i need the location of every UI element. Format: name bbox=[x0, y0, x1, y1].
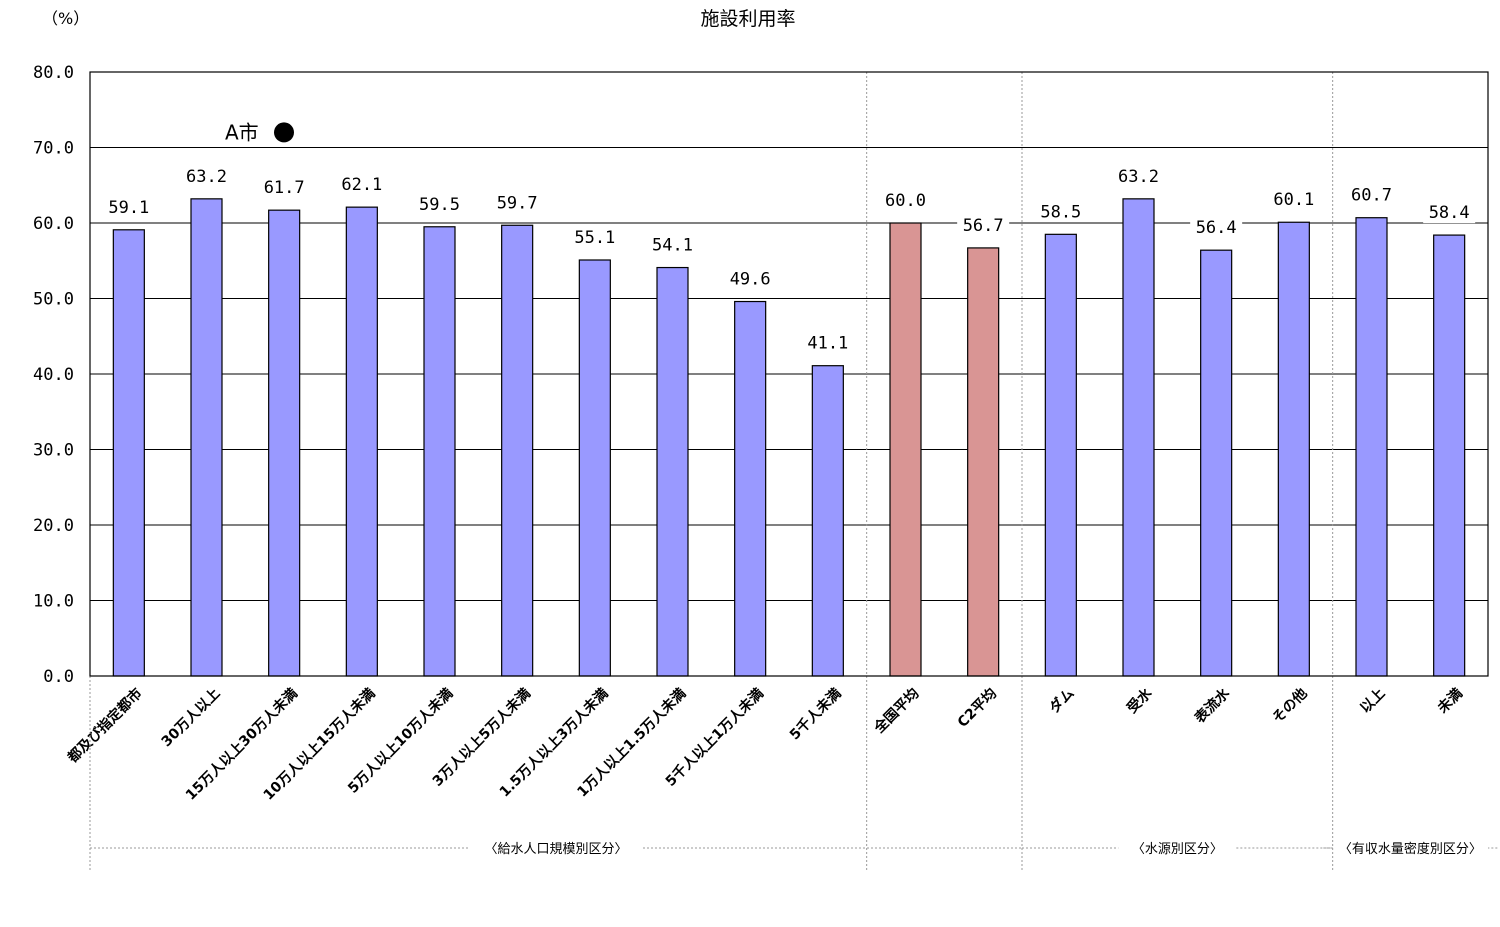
data-label-bg bbox=[724, 267, 777, 290]
data-label: 56.4 bbox=[1196, 218, 1237, 238]
data-label-bg bbox=[879, 189, 932, 211]
group-label: 〈給水人口規模別区分〉 bbox=[484, 842, 627, 857]
data-label-bg bbox=[258, 176, 311, 199]
bar bbox=[734, 300, 767, 677]
bar bbox=[1433, 234, 1466, 677]
bar bbox=[1200, 249, 1233, 677]
marker-dot bbox=[274, 122, 294, 143]
bar bbox=[967, 247, 1000, 677]
data-label: 58.4 bbox=[1429, 203, 1470, 223]
bar bbox=[1122, 198, 1155, 677]
bar bbox=[268, 209, 301, 677]
y-tick-label: 50.0 bbox=[33, 290, 74, 310]
marker-label: A市 bbox=[225, 120, 259, 144]
category-label: 5千人未満 bbox=[786, 685, 845, 744]
data-label: 41.1 bbox=[807, 334, 848, 354]
category-label: 全国平均 bbox=[870, 685, 922, 737]
bar bbox=[811, 365, 844, 677]
bar bbox=[889, 222, 922, 677]
bar bbox=[190, 198, 223, 677]
y-tick-label: 80.0 bbox=[33, 63, 74, 83]
bar bbox=[578, 259, 611, 677]
data-label-bg bbox=[646, 233, 699, 256]
y-tick-label: 40.0 bbox=[33, 365, 74, 385]
category-label: 30万人以上 bbox=[158, 685, 223, 750]
data-label-bg bbox=[413, 192, 466, 215]
a-city-marker: A市 bbox=[225, 120, 294, 144]
data-label: 49.6 bbox=[730, 270, 771, 290]
data-label: 59.5 bbox=[419, 195, 460, 215]
bar bbox=[423, 226, 456, 677]
plot-area bbox=[89, 71, 1489, 677]
y-tick-label: 10.0 bbox=[33, 592, 74, 612]
y-axis-ticks: 0.0 10.0 20.0 30.0 40.0 50.0 60.0 70.0 80.0 bbox=[33, 63, 74, 687]
data-label-bg bbox=[335, 173, 388, 196]
bar bbox=[1044, 233, 1077, 677]
y-tick-label: 0.0 bbox=[43, 667, 74, 687]
category-label: ダム bbox=[1046, 685, 1078, 717]
data-label: 60.0 bbox=[885, 191, 926, 211]
category-label: 以上 bbox=[1357, 686, 1388, 717]
data-label-bg bbox=[102, 195, 155, 218]
data-label: 59.1 bbox=[108, 198, 149, 218]
data-label-bg bbox=[1345, 183, 1398, 206]
category-label: 未満 bbox=[1434, 685, 1466, 717]
bar bbox=[656, 266, 689, 677]
bar bbox=[112, 229, 145, 677]
y-tick-label: 60.0 bbox=[33, 214, 74, 234]
data-label: 54.1 bbox=[652, 236, 693, 256]
bar bbox=[1277, 221, 1310, 677]
category-labels: 都及び指定都市 30万人以上15万人以上30万人未満10万人以上15万人未満5万人… bbox=[64, 684, 1466, 803]
data-label: 58.5 bbox=[1040, 202, 1081, 222]
category-label: その他 bbox=[1269, 685, 1311, 727]
bar bbox=[345, 206, 378, 677]
group-label: 〈水源別区分〉 bbox=[1132, 842, 1223, 857]
data-label: 62.1 bbox=[341, 175, 382, 195]
category-label: 表流水 bbox=[1191, 684, 1234, 727]
category-label: 受水 bbox=[1124, 684, 1157, 717]
data-label-bg bbox=[1112, 164, 1165, 187]
group-label: 〈有収水量密度別区分〉 bbox=[1339, 841, 1482, 857]
data-label-bg bbox=[957, 213, 1010, 236]
bar bbox=[501, 224, 534, 677]
data-label-bg bbox=[568, 225, 621, 248]
data-labels: 59.1 63.2 61.7 62.1 59.5 59.7 55.1 54.1 49.6 41.1… bbox=[102, 164, 1476, 354]
data-label: 61.7 bbox=[264, 178, 305, 198]
data-label: 63.2 bbox=[1118, 167, 1159, 187]
y-tick-label: 30.0 bbox=[33, 441, 74, 461]
data-label-bg bbox=[1034, 200, 1087, 223]
data-label-bg bbox=[491, 191, 544, 214]
bar bbox=[1355, 217, 1388, 677]
y-tick-label: 20.0 bbox=[33, 516, 74, 536]
data-label-bg bbox=[180, 164, 233, 187]
data-label-bg bbox=[801, 331, 854, 354]
group-labels: 〈給水人口規模別区分〉 〈水源別区分〉 〈有収水量密度別区分〉 bbox=[89, 72, 1498, 870]
data-label-bg bbox=[1423, 201, 1476, 224]
data-label-bg bbox=[1267, 188, 1320, 211]
data-label-bg bbox=[1190, 216, 1243, 239]
category-label: 都及び指定都市 bbox=[64, 685, 146, 767]
y-axis-unit: （%） bbox=[42, 9, 89, 28]
data-label: 60.7 bbox=[1351, 186, 1392, 206]
category-label: C2平均 bbox=[954, 685, 1000, 731]
data-label: 55.1 bbox=[574, 228, 615, 248]
data-label: 60.1 bbox=[1273, 190, 1314, 210]
y-tick-label: 70.0 bbox=[33, 139, 74, 159]
data-label: 63.2 bbox=[186, 167, 227, 187]
data-label: 59.7 bbox=[497, 193, 538, 213]
bars bbox=[112, 198, 1466, 677]
data-label: 56.7 bbox=[963, 216, 1004, 236]
chart-title: 施設利用率 bbox=[700, 8, 795, 30]
